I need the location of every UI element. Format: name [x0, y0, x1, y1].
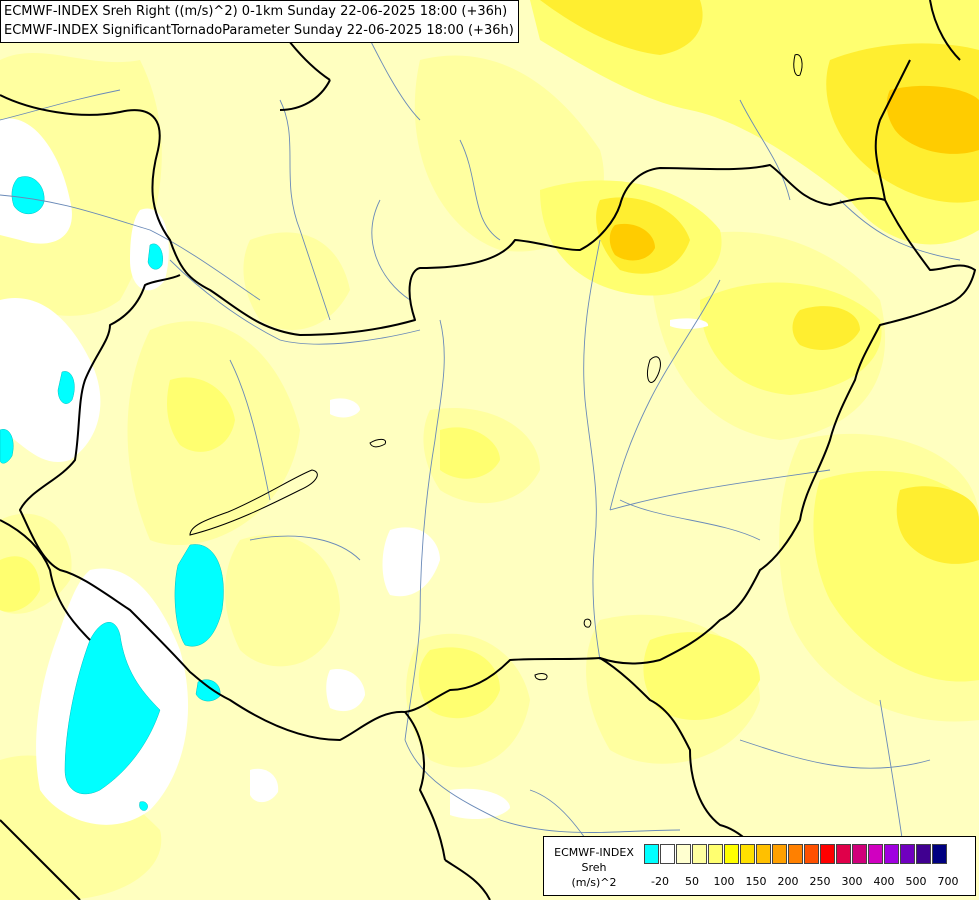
legend-unit: (m/s)^2 [571, 876, 617, 889]
legend-swatch [660, 844, 675, 864]
legend-tick-label: 50 [685, 875, 699, 888]
legend-variable: Sreh [581, 861, 607, 874]
color-legend: ECMWF-INDEX Sreh (m/s)^2 -20 50 100 150 200 2… [543, 836, 976, 896]
legend-swatches [644, 844, 948, 864]
legend-swatch [692, 844, 707, 864]
legend-tick-label: -20 [651, 875, 669, 888]
legend-swatch [724, 844, 739, 864]
legend-tick-label: 100 [713, 875, 735, 888]
legend-swatch [708, 844, 723, 864]
lakes [189, 54, 803, 681]
legend-swatch [740, 844, 755, 864]
legend-swatch [884, 844, 899, 864]
legend-tick-label: 150 [745, 875, 767, 888]
legend-swatch [756, 844, 771, 864]
legend-ticks: -20 50 100 150 200 250 300 400 500 700 [644, 875, 974, 891]
legend-swatch [644, 844, 659, 864]
field-orange-areas [609, 85, 979, 261]
legend-tick-label: 500 [905, 875, 927, 888]
legend-tick-label: 700 [937, 875, 959, 888]
legend-swatch [836, 844, 851, 864]
legend-swatch [676, 844, 691, 864]
legend-tick-label: 200 [777, 875, 799, 888]
legend-swatch [788, 844, 803, 864]
legend-swatch [868, 844, 883, 864]
legend-swatch [916, 844, 931, 864]
title-line-2: ECMWF-INDEX SignificantTornadoParameter … [4, 23, 514, 38]
legend-source: ECMWF-INDEX [554, 846, 634, 859]
legend-tick-label: 300 [841, 875, 863, 888]
map-title-box: ECMWF-INDEX Sreh Right ((m/s)^2) 0-1km S… [0, 0, 519, 43]
legend-swatch [804, 844, 819, 864]
legend-swatch [932, 844, 947, 864]
legend-swatch [900, 844, 915, 864]
legend-tick-label: 250 [809, 875, 831, 888]
legend-swatch [820, 844, 835, 864]
field-cyan-areas [0, 176, 224, 811]
legend-tick-label: 400 [873, 875, 895, 888]
title-line-1: ECMWF-INDEX Sreh Right ((m/s)^2) 0-1km S… [4, 4, 508, 19]
legend-swatch [852, 844, 867, 864]
legend-label: ECMWF-INDEX Sreh (m/s)^2 [546, 845, 642, 890]
legend-swatch [772, 844, 787, 864]
